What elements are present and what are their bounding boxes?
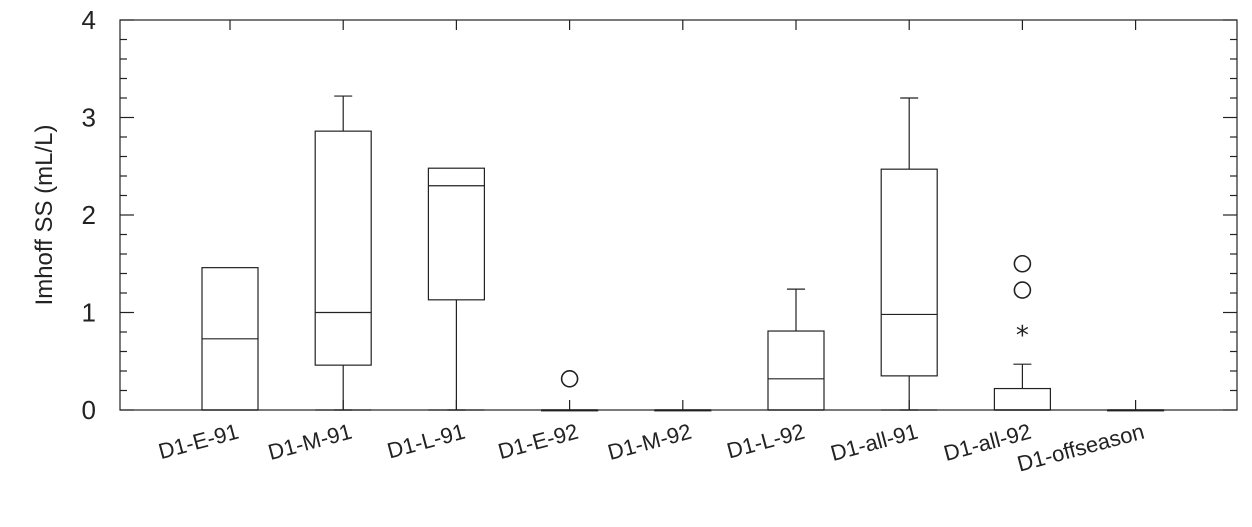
box-D1-E-91 (201, 267, 259, 411)
box-D1-M-91 (314, 95, 372, 411)
category-label: D1-L-91 (384, 419, 467, 464)
box-D1-L-91 (427, 167, 485, 411)
box-D1-all-91 (880, 97, 938, 411)
box-D1-L-92 (767, 288, 825, 411)
category-label: D1-offseason (1014, 419, 1146, 477)
category-labels: D1-E-91 D1-M-91 D1-L-91 D1-E-92 D1-M-92 D1-L-… (156, 419, 1147, 477)
box-body (314, 130, 372, 366)
box-body (427, 167, 485, 301)
box-body (880, 168, 938, 377)
y-tick-label: 4 (82, 5, 96, 35)
outlier-circle (1013, 281, 1032, 299)
y-axis-title: Imhoff SS (mL/L) (31, 125, 58, 306)
y-tick-label: 1 (82, 298, 96, 328)
category-label: D1-E-92 (495, 419, 581, 464)
outlier-circle (1013, 254, 1032, 273)
box-body (993, 387, 1052, 411)
outlier-circle (560, 369, 579, 388)
box-body (767, 330, 825, 411)
category-label: D1-all-91 (828, 419, 921, 466)
category-label: D1-L-92 (724, 419, 807, 464)
y-tick-label: 3 (82, 103, 96, 133)
y-tick-label: 2 (82, 200, 96, 230)
outlier-star: * (1016, 321, 1029, 351)
category-label: D1-E-91 (156, 419, 242, 464)
plot-frame (119, 19, 1238, 411)
y-tick-label: 0 (82, 395, 96, 425)
category-label: D1-M-92 (605, 419, 694, 465)
box-series: * (201, 95, 1165, 412)
y-axis: 0 1 2 3 4 (82, 5, 1237, 425)
box-D1-all-92: * (993, 254, 1052, 411)
category-label: D1-M-91 (265, 419, 354, 465)
